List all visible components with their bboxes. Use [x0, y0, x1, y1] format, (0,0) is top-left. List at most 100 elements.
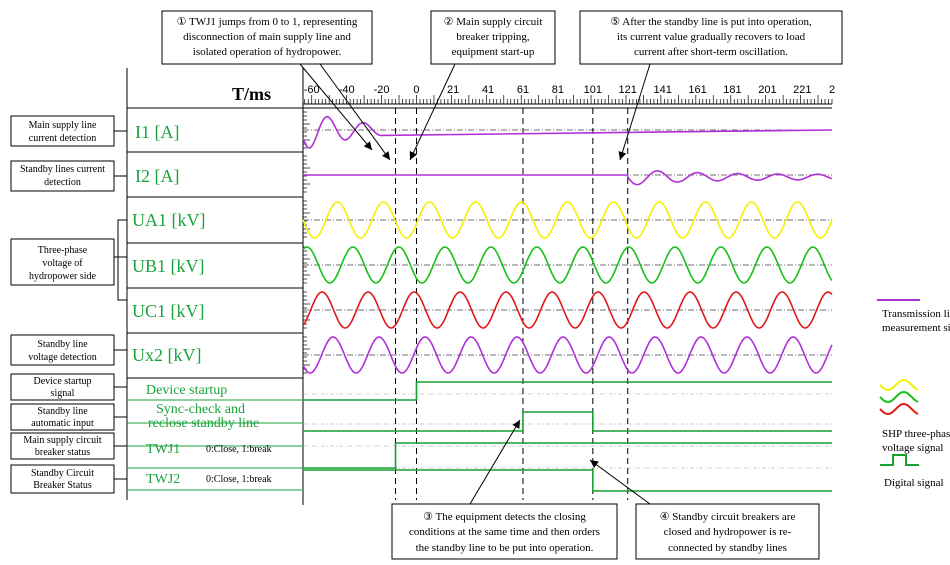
- callout-box: [430, 10, 556, 65]
- channel-label: Sync-check and: [156, 402, 245, 417]
- callout-text: current after short-term oscillation.: [634, 46, 788, 58]
- descriptor-text: signal: [51, 388, 75, 399]
- callout-arrowhead: [512, 420, 520, 429]
- descriptor-box: [10, 334, 115, 366]
- descriptor-text: detection: [44, 177, 81, 188]
- callout-arrow: [409, 63, 456, 161]
- legend-swatch-digital: [880, 454, 919, 466]
- callout-box: [391, 503, 618, 560]
- callout-text: ③ The equipment detects the closing: [423, 511, 586, 523]
- descriptor-text: Standby Circuit: [31, 468, 94, 479]
- x-tick-label: 181: [723, 84, 741, 96]
- x-tick-label: 161: [688, 84, 706, 96]
- legend-text: Transmission line: [882, 308, 950, 320]
- descriptor-text: voltage of: [42, 258, 83, 269]
- descriptor-text: voltage detection: [28, 352, 97, 363]
- waveform-I2: [303, 170, 832, 186]
- x-tick-label: 221: [793, 84, 811, 96]
- legend-swatch-red: [879, 402, 919, 416]
- three-phase-bracket: [117, 219, 127, 301]
- callout-box: [161, 10, 373, 65]
- legend-text: voltage signal: [882, 442, 943, 454]
- callout-arrow: [469, 419, 521, 505]
- callout-box: [579, 10, 843, 65]
- descriptor-text: automatic input: [31, 418, 94, 429]
- waveform-Ux2: [302, 336, 833, 374]
- callout-text: disconnection of main supply line and: [183, 31, 351, 43]
- legend-text: Digital signal: [884, 477, 944, 489]
- channel-label: I1 [A]: [135, 122, 179, 142]
- legend-swatch-green: [879, 390, 919, 404]
- x-tick-label: -40: [339, 84, 355, 96]
- callout-text: connected by standby lines: [668, 542, 787, 554]
- x-tick-label: 201: [758, 84, 776, 96]
- descriptor-box: [10, 432, 115, 460]
- callout-text: breaker tripping,: [456, 31, 530, 43]
- callout-text: ② Main supply circuit: [444, 16, 543, 28]
- callout-box: [635, 503, 820, 560]
- descriptor-text: Main supply circuit: [23, 435, 102, 446]
- callout-arrow: [299, 63, 373, 151]
- descriptor-text: current detection: [29, 133, 96, 144]
- callout-text: ① TWJ1 jumps from 0 to 1, representing: [177, 16, 358, 28]
- callout-text: its current value gradually recovers to …: [617, 31, 806, 43]
- callout-arrow: [619, 63, 651, 161]
- callout-arrowhead: [590, 460, 599, 468]
- axis-title: T/ms: [232, 84, 271, 104]
- descriptor-text: Standby line: [37, 406, 88, 417]
- x-tick-label: 41: [482, 84, 494, 96]
- waveform-UA1: [302, 201, 833, 239]
- waveform-I1: [302, 115, 833, 149]
- callout-arrow: [589, 459, 651, 505]
- x-tick-label: -20: [374, 84, 390, 96]
- channel-label: reclose standby line: [148, 416, 259, 431]
- x-tick-label: 141: [653, 84, 671, 96]
- x-tick-label: 101: [584, 84, 602, 96]
- descriptor-box: [10, 238, 115, 286]
- channel-label: I2 [A]: [135, 166, 179, 186]
- waveform-sync-check: [303, 411, 832, 432]
- descriptor-text: breaker status: [35, 447, 90, 458]
- channel-label: Device startup: [146, 383, 227, 398]
- legend-swatch-yellow: [879, 378, 919, 392]
- x-tick-label: 0: [413, 84, 419, 96]
- channel-label: UB1 [kV]: [132, 256, 205, 276]
- x-tick-label: 2: [829, 84, 835, 96]
- descriptor-text: Device startup: [33, 376, 91, 387]
- x-tick-label: 81: [552, 84, 564, 96]
- callout-arrowhead: [363, 141, 372, 150]
- callout-arrowhead: [618, 151, 627, 160]
- callout-text: conditions at the same time and then ord…: [409, 526, 600, 538]
- callout-arrowhead: [409, 151, 418, 160]
- callout-text: equipment start-up: [452, 46, 535, 58]
- callout-text: the standby line to be put into operatio…: [416, 542, 594, 554]
- waveform-device-startup: [303, 381, 832, 401]
- waveform-TWJ1: [303, 442, 832, 469]
- channel-label: UA1 [kV]: [132, 210, 206, 230]
- callout-text: closed and hydropower is re-: [664, 526, 792, 538]
- channel-label: TWJ1: [146, 442, 180, 457]
- descriptor-box: [10, 115, 115, 147]
- channel-label: TWJ2: [146, 472, 180, 487]
- callout-text: ④ Standby circuit breakers are: [660, 511, 796, 523]
- channel-label: Ux2 [kV]: [132, 345, 202, 365]
- waveform-TWJ2: [303, 469, 832, 492]
- callout-arrow: [319, 63, 391, 161]
- x-tick-label: -60: [304, 84, 320, 96]
- x-tick-label: 121: [619, 84, 637, 96]
- callout-arrowhead: [382, 151, 390, 160]
- channel-note: 0:Close, 1:break: [206, 474, 272, 485]
- descriptor-text: Three-phase: [38, 245, 88, 256]
- descriptor-text: Standby line: [37, 339, 88, 350]
- descriptor-text: Main supply line: [29, 120, 97, 131]
- descriptor-text: Standby lines current: [20, 164, 105, 175]
- descriptor-box: [10, 160, 115, 192]
- channel-label: UC1 [kV]: [132, 301, 205, 321]
- waveform-UB1: [302, 246, 833, 284]
- x-tick-label: 21: [447, 84, 459, 96]
- callout-text: ⑤ After the standby line is put into ope…: [610, 16, 812, 28]
- waveform-UC1: [302, 291, 833, 329]
- x-tick-label: 61: [517, 84, 529, 96]
